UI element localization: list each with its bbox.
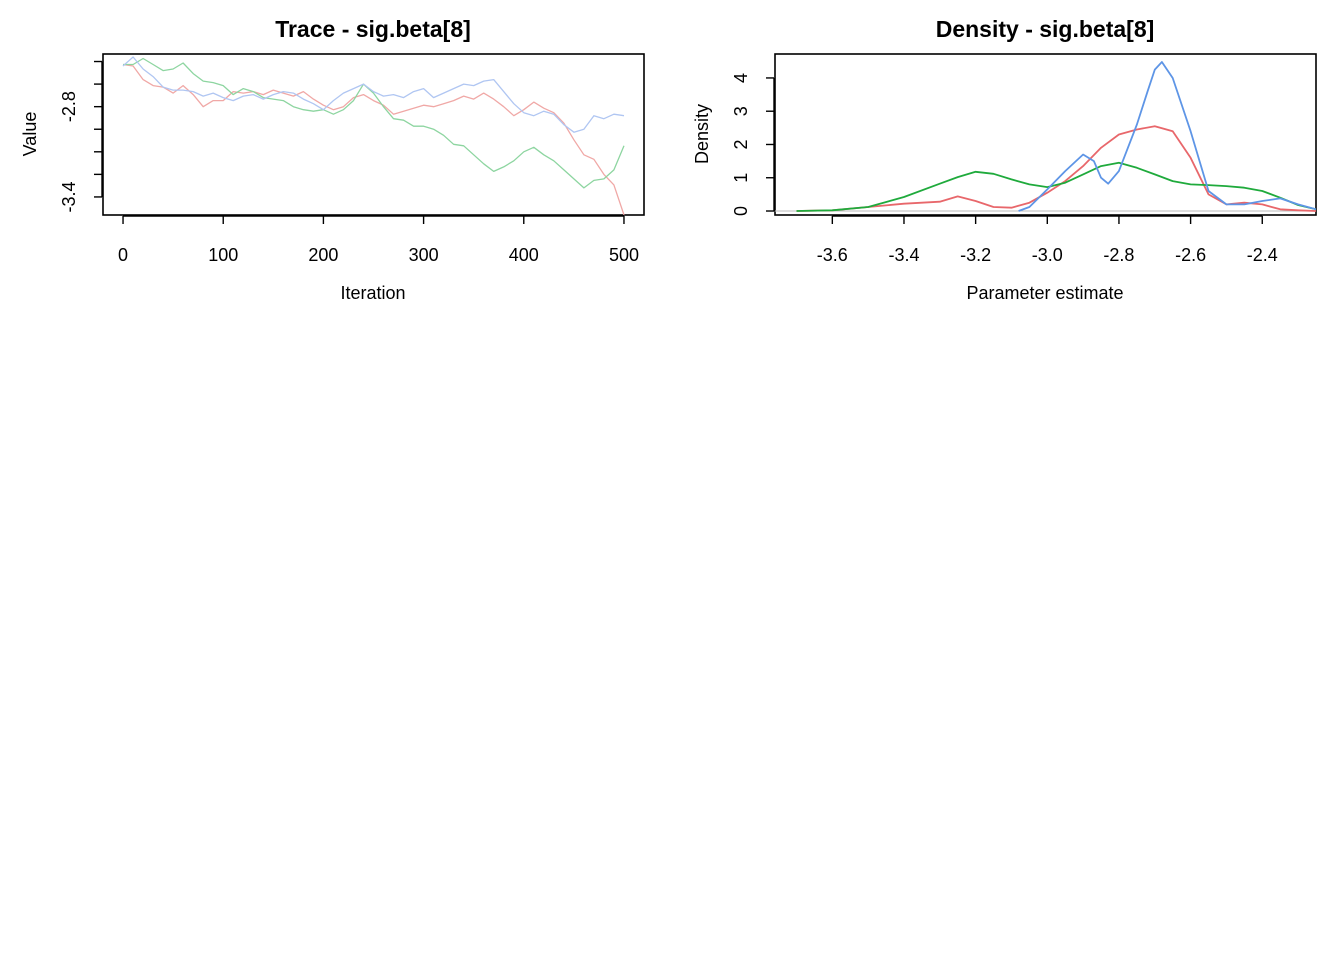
trace-x-tick-label: 500 <box>609 245 639 265</box>
density-series-line-1 <box>796 125 1316 212</box>
density-panel: Density - sig.beta[8] -3.6 -3.4 -3.2 -3.0 -2… <box>692 16 1317 303</box>
density-x-tick-label: -2.8 <box>1103 245 1134 265</box>
trace-x-tick-label: 100 <box>208 245 238 265</box>
trace-title: Trace - sig.beta[8] <box>275 16 471 42</box>
density-x-tick-label: -3.6 <box>817 245 848 265</box>
trace-panel: Trace - sig.beta[8] 0 100 200 300 400 500 -3.4… <box>20 16 645 303</box>
trace-xlabel: Iteration <box>340 283 405 303</box>
density-x-tick-label: -2.4 <box>1247 245 1278 265</box>
trace-axes: 0 100 200 300 400 500 -3.4 -2.8 <box>59 60 639 265</box>
density-series-line-3 <box>1018 61 1316 212</box>
density-plot-box <box>774 53 1317 216</box>
trace-series-line-1 <box>122 63 625 215</box>
trace-y-tick-label: -3.4 <box>59 181 79 212</box>
trace-plot-box <box>102 53 645 216</box>
density-y-tick-label: 1 <box>731 173 751 183</box>
density-y-tick-label: 0 <box>731 206 751 216</box>
density-y-tick-label: 2 <box>731 139 751 149</box>
density-y-tick-label: 3 <box>731 106 751 116</box>
trace-x-tick-label: 400 <box>509 245 539 265</box>
density-series-line-2 <box>796 161 1316 212</box>
density-x-tick-label: -2.6 <box>1175 245 1206 265</box>
density-x-tick-label: -3.4 <box>888 245 919 265</box>
density-x-tick-label: -3.0 <box>1032 245 1063 265</box>
density-axes: -3.6 -3.4 -3.2 -3.0 -2.8 -2.6 -2.4 0 1 2 3 4 <box>731 73 1278 265</box>
trace-series <box>122 56 625 215</box>
density-y-tick-label: 4 <box>731 73 751 83</box>
density-xlabel: Parameter estimate <box>966 283 1123 303</box>
trace-y-tick-label: -2.8 <box>59 91 79 122</box>
trace-x-tick-label: 300 <box>409 245 439 265</box>
trace-ylabel: Value <box>20 112 40 157</box>
trace-series-line-3 <box>122 56 625 133</box>
trace-x-tick-label: 0 <box>118 245 128 265</box>
density-title: Density - sig.beta[8] <box>936 16 1155 42</box>
density-x-tick-label: -3.2 <box>960 245 991 265</box>
density-ylabel: Density <box>692 104 712 164</box>
density-series <box>796 61 1316 212</box>
trace-series-line-2 <box>123 57 625 189</box>
trace-x-tick-label: 200 <box>308 245 338 265</box>
